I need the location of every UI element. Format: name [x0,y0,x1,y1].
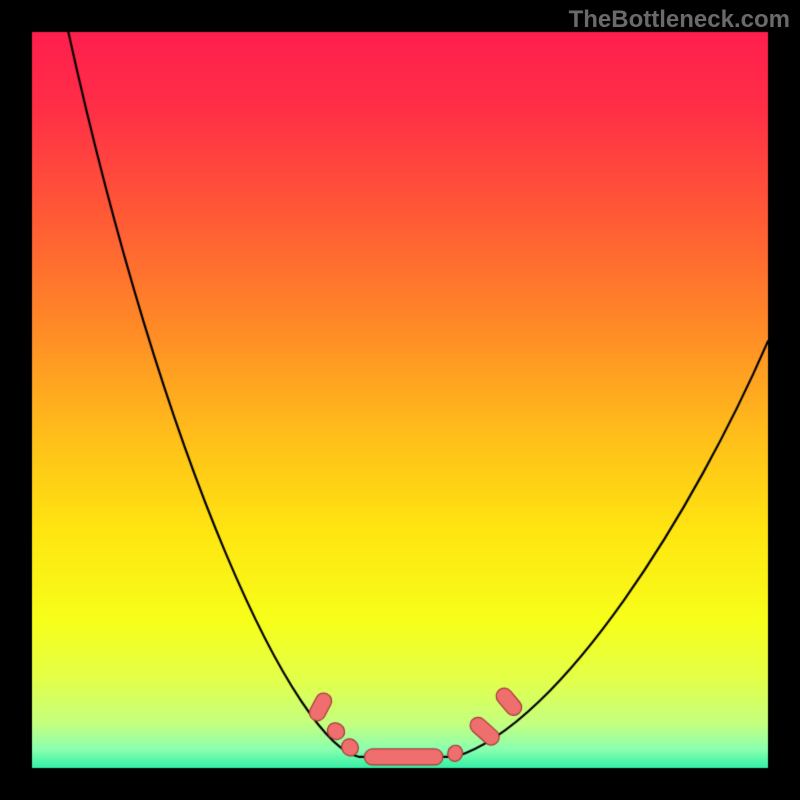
watermark-label: TheBottleneck.com [569,6,790,34]
bottleneck-curve-chart [0,0,800,800]
chart-stage: TheBottleneck.com [0,0,800,800]
